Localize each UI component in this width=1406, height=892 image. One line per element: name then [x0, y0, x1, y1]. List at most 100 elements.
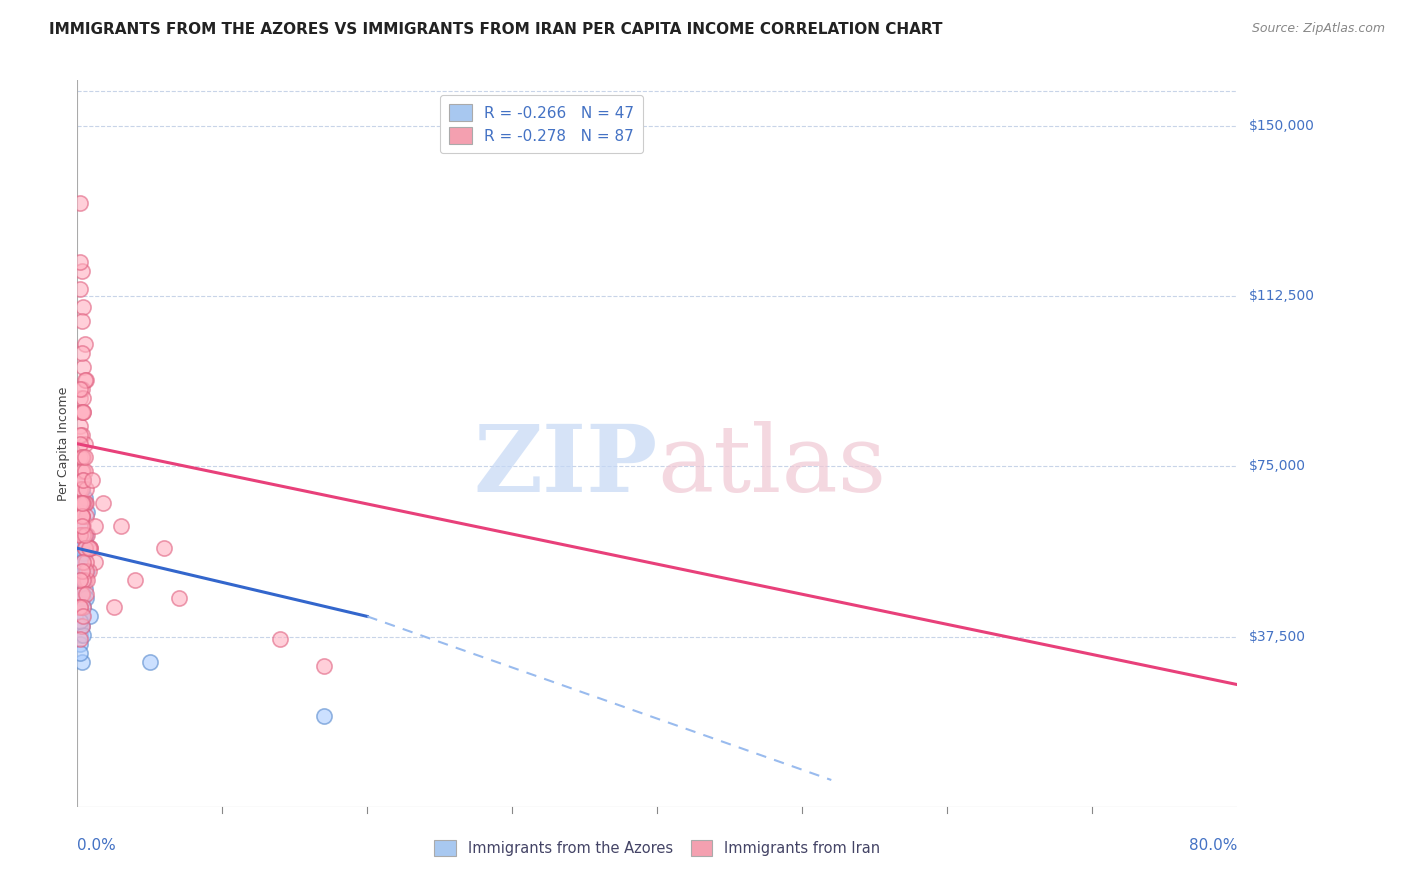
Text: ZIP: ZIP: [472, 421, 658, 510]
Point: [70, 264, 93, 278]
Point: [73, 436, 96, 450]
Point: [70, 518, 93, 533]
Point: [139, 655, 162, 669]
Point: [72, 473, 94, 487]
Text: 0.0%: 0.0%: [77, 838, 117, 853]
Text: $37,500: $37,500: [1249, 630, 1305, 644]
Point: [70, 509, 93, 524]
Text: $112,500: $112,500: [1249, 289, 1315, 303]
Point: [73, 573, 96, 587]
Point: [75, 509, 97, 524]
Point: [70, 473, 93, 487]
Point: [76, 527, 98, 541]
Point: [73, 464, 96, 478]
Point: [73, 336, 96, 351]
Point: [70, 450, 93, 465]
Point: [70, 655, 93, 669]
Point: [69, 646, 91, 660]
Point: [72, 405, 94, 419]
Point: [75, 527, 97, 541]
Point: [110, 518, 132, 533]
Point: [75, 591, 97, 606]
Point: [70, 537, 93, 551]
Text: IMMIGRANTS FROM THE AZORES VS IMMIGRANTS FROM IRAN PER CAPITA INCOME CORRELATION: IMMIGRANTS FROM THE AZORES VS IMMIGRANTS…: [49, 22, 942, 37]
Point: [72, 392, 94, 406]
Point: [69, 382, 91, 396]
Point: [83, 518, 105, 533]
Text: 80.0%: 80.0%: [1189, 838, 1237, 853]
Point: [69, 527, 91, 541]
Point: [70, 587, 93, 601]
Point: [73, 373, 96, 387]
Point: [72, 564, 94, 578]
Point: [70, 587, 93, 601]
Point: [83, 555, 105, 569]
Point: [124, 573, 146, 587]
Point: [269, 632, 291, 647]
Point: [70, 482, 93, 496]
Point: [69, 600, 91, 615]
Point: [69, 573, 91, 587]
Point: [73, 450, 96, 465]
Point: [69, 436, 91, 450]
Point: [70, 518, 93, 533]
Point: [73, 541, 96, 556]
Point: [72, 450, 94, 465]
Point: [69, 496, 91, 510]
Point: [103, 600, 125, 615]
Point: [69, 582, 91, 597]
Point: [72, 555, 94, 569]
Point: [70, 618, 93, 632]
Point: [77, 564, 100, 578]
Point: [69, 632, 91, 647]
Point: [72, 527, 94, 541]
Point: [75, 555, 97, 569]
Point: [72, 464, 94, 478]
Point: [69, 418, 91, 433]
Point: [69, 618, 91, 632]
Point: [72, 600, 94, 615]
Point: [69, 627, 91, 641]
Point: [76, 505, 98, 519]
Point: [69, 282, 91, 296]
Point: [312, 659, 335, 673]
Point: [72, 473, 94, 487]
Point: [69, 555, 91, 569]
Text: atlas: atlas: [658, 421, 887, 510]
Point: [77, 541, 100, 556]
Point: [153, 541, 176, 556]
Point: [75, 373, 97, 387]
Point: [73, 582, 96, 597]
Point: [70, 509, 93, 524]
Point: [69, 637, 91, 651]
Point: [69, 482, 91, 496]
Point: [79, 609, 101, 624]
Point: [72, 527, 94, 541]
Point: [70, 591, 93, 606]
Text: Source: ZipAtlas.com: Source: ZipAtlas.com: [1251, 22, 1385, 36]
Point: [72, 405, 94, 419]
Point: [70, 609, 93, 624]
Point: [70, 541, 93, 556]
Point: [69, 600, 91, 615]
Point: [69, 482, 91, 496]
Point: [70, 573, 93, 587]
Point: [69, 255, 91, 269]
Point: [70, 573, 93, 587]
Point: [70, 582, 93, 597]
Point: [73, 491, 96, 506]
Point: [69, 591, 91, 606]
Point: [70, 382, 93, 396]
Point: [69, 573, 91, 587]
Point: [93, 496, 115, 510]
Point: [70, 464, 93, 478]
Point: [72, 359, 94, 374]
Point: [76, 564, 98, 578]
Point: [69, 582, 91, 597]
Point: [69, 196, 91, 211]
Point: [75, 587, 97, 601]
Point: [70, 346, 93, 360]
Point: [69, 392, 91, 406]
Point: [72, 600, 94, 615]
Point: [70, 496, 93, 510]
